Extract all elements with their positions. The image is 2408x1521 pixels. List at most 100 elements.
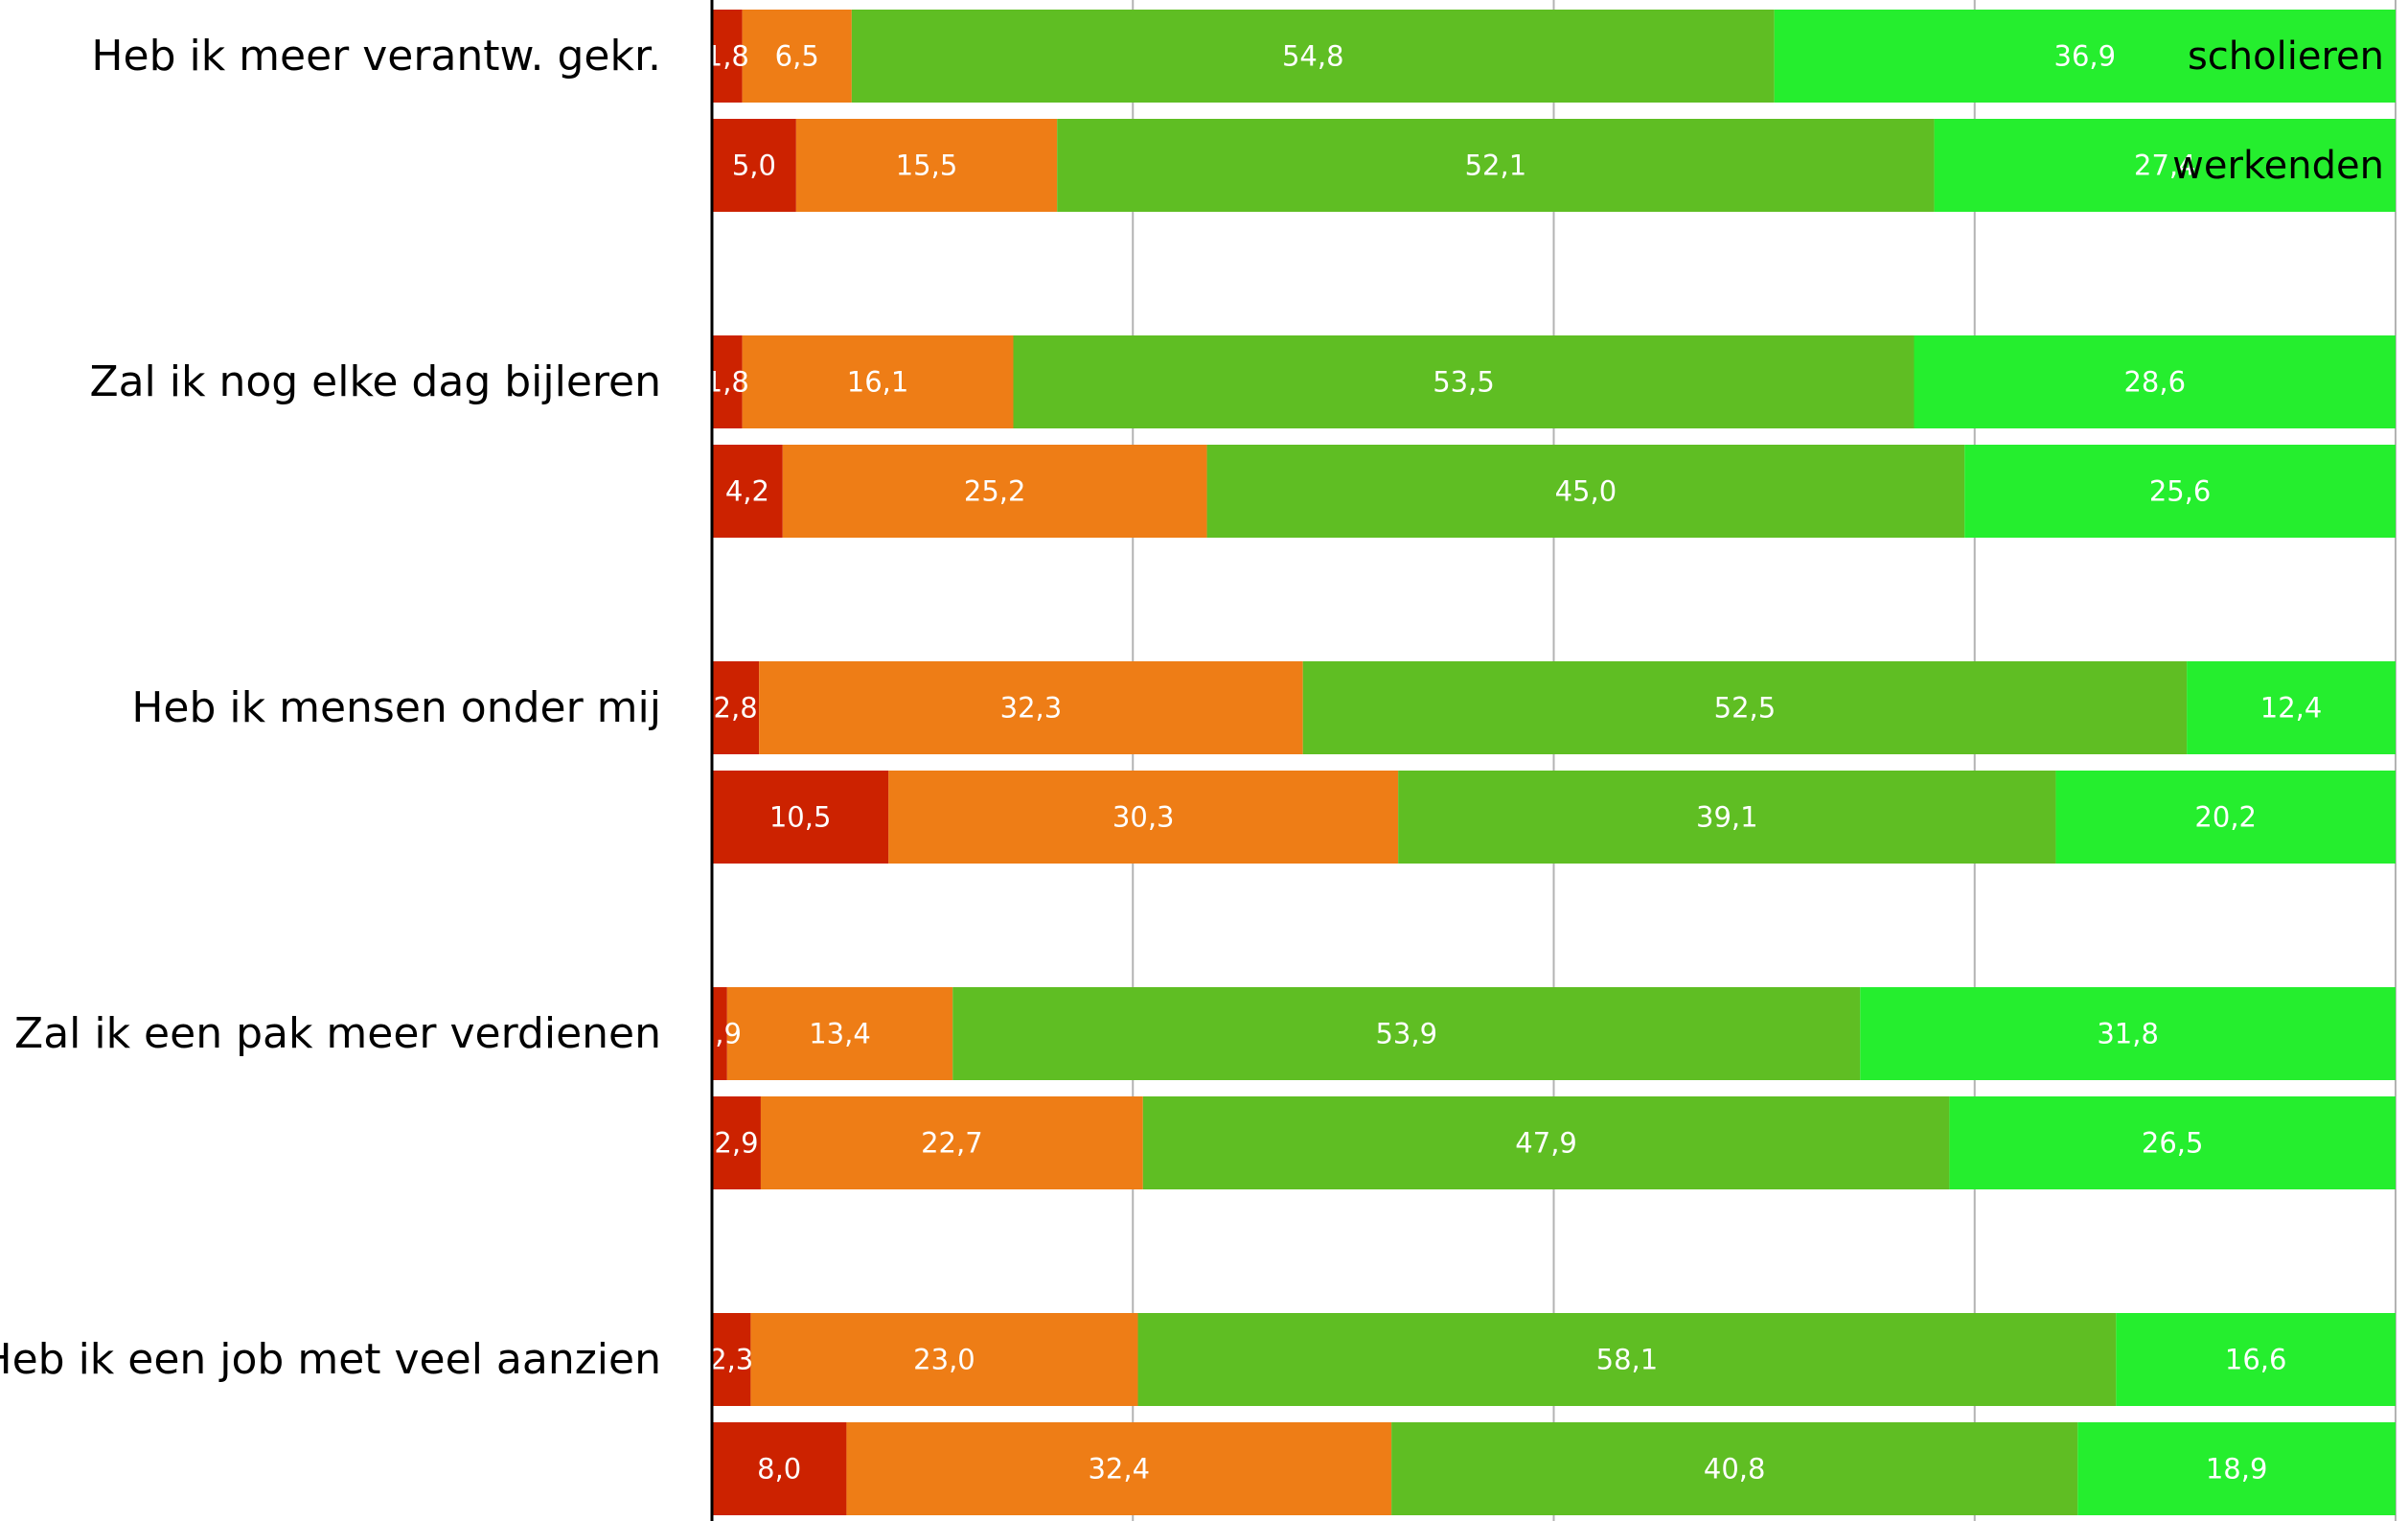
data-label: 31,8 (2097, 1018, 2159, 1050)
category-label: Zal ik een pak meer verdienen (14, 1009, 661, 1058)
bar-row-scholieren: 2,3 23,0 58,1 16,6 (709, 1313, 2396, 1406)
bar-segment (1774, 10, 2396, 103)
data-label: 52,5 (1714, 692, 1777, 725)
data-label: 32,4 (1088, 1453, 1150, 1486)
bar-segment (1934, 119, 2396, 212)
data-label: 52,1 (1465, 150, 1527, 182)
data-label: 0,9 (698, 1018, 742, 1050)
data-label: 8,0 (757, 1453, 801, 1486)
bar-segment (726, 987, 953, 1080)
group-legend: scholieren werkenden (2172, 35, 2384, 188)
data-label: 45,0 (1555, 475, 1617, 508)
bar-segment (1302, 661, 2188, 754)
bar-segment (712, 661, 760, 754)
data-label: 23,0 (913, 1344, 975, 1376)
bar-segment (1964, 445, 2396, 538)
bar-segment (1398, 771, 2056, 864)
bar-segment (712, 987, 727, 1080)
data-label: 10,5 (769, 801, 832, 834)
data-label: 22,7 (921, 1127, 983, 1160)
bar-segment (1142, 1096, 1950, 1189)
data-label: 13,4 (809, 1018, 871, 1050)
bar-segment (2116, 1313, 2396, 1406)
data-label: 6,5 (775, 40, 819, 73)
bar-row-scholieren: 1,8 16,1 53,5 28,6 (705, 335, 2396, 428)
data-label: 12,4 (2260, 692, 2323, 725)
bar-segment (1206, 445, 1965, 538)
bar-segment (712, 771, 889, 864)
data-label: 2,8 (714, 692, 758, 725)
bar-segment (1860, 987, 2396, 1080)
data-label: 40,8 (1704, 1453, 1766, 1486)
bar-segment (1949, 1096, 2396, 1189)
category-label: Heb ik meer verantw. gekr. (91, 32, 661, 81)
bar-row-scholieren: 2,8 32,3 52,5 12,4 (712, 661, 2396, 754)
category-label: Heb ik een job met veel aanzien (0, 1335, 661, 1384)
data-label: 54,8 (1282, 40, 1344, 73)
bar-segment (1914, 335, 2396, 428)
bar-segment (750, 1313, 1138, 1406)
bar-segment (2055, 771, 2396, 864)
data-label: 5,0 (732, 150, 776, 182)
bar-segment (1057, 119, 1935, 212)
category-label: Heb ik mensen onder mij (131, 683, 661, 732)
data-label: 36,9 (2054, 40, 2117, 73)
data-label: 26,5 (2142, 1127, 2204, 1160)
bar-segment (851, 10, 1775, 103)
data-label: 30,3 (1112, 801, 1175, 834)
data-label: 25,2 (964, 475, 1026, 508)
data-label: 16,6 (2225, 1344, 2287, 1376)
data-label: 4,2 (725, 475, 769, 508)
bar-segment (712, 335, 743, 428)
data-label: 28,6 (2123, 366, 2186, 399)
bar-segment (1013, 335, 1915, 428)
bar-segment (846, 1422, 1392, 1515)
category-label: Zal ik nog elke dag bijleren (89, 357, 661, 406)
bar-segment (795, 119, 1058, 212)
data-label: 15,5 (896, 150, 958, 182)
category-labels: Heb ik meer verantw. gekr. Zal ik nog elk… (0, 32, 661, 1384)
legend-scholieren: scholieren (2188, 35, 2384, 79)
bar-segment (759, 661, 1303, 754)
bar-segment (712, 445, 783, 538)
bar-segment (888, 771, 1399, 864)
data-label: 2,3 (709, 1344, 753, 1376)
bars: 1,8 6,5 54,8 36,95,0 15,5 52,1 27,41,8 16,1 53,5… (698, 10, 2396, 1515)
data-label: 16,1 (847, 366, 909, 399)
bar-segment (952, 987, 1861, 1080)
bar-segment (760, 1096, 1143, 1189)
legend-werkenden: werkenden (2172, 144, 2384, 188)
bar-row-scholieren: 1,8 6,5 54,8 36,9 (705, 10, 2396, 103)
bar-row-werkenden: 10,5 30,3 39,1 20,2 (712, 771, 2396, 864)
bar-row-werkenden: 4,2 25,2 45,0 25,6 (712, 445, 2396, 538)
bar-segment (712, 1096, 761, 1189)
data-label: 18,9 (2206, 1453, 2268, 1486)
data-label: 32,3 (1000, 692, 1063, 725)
bar-segment (712, 10, 743, 103)
bar-segment (1137, 1313, 2117, 1406)
data-label: 27,4 (2134, 150, 2196, 182)
bar-row-werkenden: 2,9 22,7 47,9 26,5 (712, 1096, 2396, 1189)
gridlines (1132, 0, 2397, 1521)
data-label: 47,9 (1515, 1127, 1577, 1160)
data-label: 39,1 (1696, 801, 1758, 834)
bar-segment (782, 445, 1207, 538)
data-label: 2,9 (714, 1127, 758, 1160)
bar-segment (712, 119, 796, 212)
bar-row-werkenden: 8,0 32,4 40,8 18,9 (712, 1422, 2396, 1515)
data-label: 58,1 (1596, 1344, 1659, 1376)
bar-segment (742, 10, 852, 103)
data-label: 20,2 (2194, 801, 2257, 834)
bar-segment (2187, 661, 2396, 754)
data-label: 25,6 (2149, 475, 2212, 508)
bar-segment (1391, 1422, 2078, 1515)
bar-segment (742, 335, 1014, 428)
bar-row-werkenden: 5,0 15,5 52,1 27,4 (712, 119, 2396, 212)
bar-segment (712, 1313, 751, 1406)
bar-row-scholieren: 0,9 13,4 53,9 31,8 (698, 987, 2396, 1080)
bar-segment (2077, 1422, 2396, 1515)
bar-segment (712, 1422, 847, 1515)
data-label: 53,9 (1375, 1018, 1437, 1050)
data-label: 53,5 (1433, 366, 1495, 399)
